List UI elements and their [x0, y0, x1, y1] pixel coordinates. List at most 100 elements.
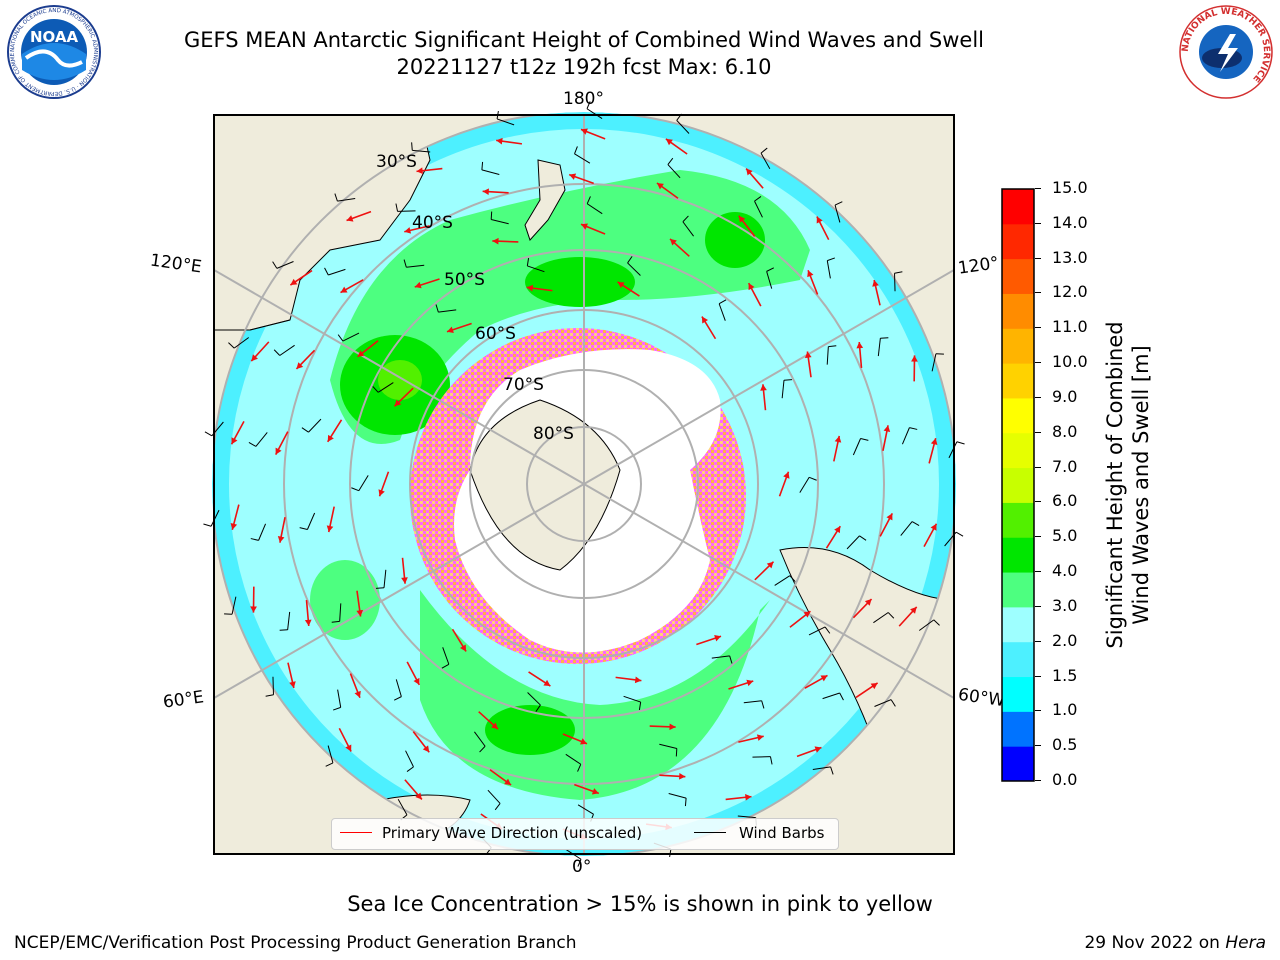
wind-barb-feather	[718, 299, 727, 305]
wave-direction-arrowhead	[883, 425, 891, 433]
wind-barb-feather	[479, 745, 486, 753]
wind-barb-staff	[846, 535, 860, 550]
wind-barb-staff	[623, 695, 641, 703]
wave-direction-arrowhead	[670, 238, 677, 246]
wave-direction-arrowhead	[446, 326, 454, 333]
wave-direction-arrowhead	[569, 173, 577, 180]
wind-barb-staff	[834, 204, 841, 223]
colorbar-tick-label: 3.0	[1052, 595, 1078, 615]
wind-barb-staff	[799, 477, 810, 493]
colorbar-tick-mark	[1035, 745, 1041, 747]
wind-barb-feather	[481, 161, 484, 170]
colorbar-tick-mark	[1035, 327, 1041, 329]
wind-barb-feather	[337, 334, 344, 342]
map-legend: Primary Wave Direction (unscaled) Wind B…	[331, 818, 839, 850]
wave-direction-arrowhead	[864, 599, 872, 606]
colorbar-tick-mark	[1035, 292, 1041, 294]
wind-barb-feather	[535, 704, 541, 712]
wind-barb-staff	[487, 789, 501, 804]
wind-barb-feather	[203, 523, 212, 527]
colorbar-segment	[1002, 328, 1034, 364]
colorbar-tick-label: 12.0	[1052, 282, 1088, 302]
wave-direction-arrowhead	[304, 619, 312, 626]
colorbar-tick-label: 13.0	[1052, 247, 1088, 267]
wind-barb-feather	[372, 386, 379, 393]
legend-label-wave-direction: Primary Wave Direction (unscaled)	[382, 824, 643, 842]
wind-barb-staff	[918, 619, 935, 631]
wave-direction-arrowhead	[416, 167, 423, 175]
chart-subtitle: 20221127 t12z 192h fcst Max: 6.10	[396, 55, 772, 79]
wind-barb-staff	[718, 303, 726, 321]
colorbar-segment	[1002, 502, 1034, 538]
land-new-zealand	[524, 159, 566, 241]
wind-barb-feather	[574, 146, 578, 155]
wind-barb-feather	[577, 859, 582, 867]
wind-barb-staff	[826, 346, 829, 365]
wind-barb-feather	[769, 756, 773, 765]
colorbar-segment	[1002, 641, 1034, 678]
wind-barb-feather	[490, 211, 493, 220]
colorbar-tick-label: 15.0	[1052, 178, 1088, 197]
wave-direction-arrowhead	[930, 438, 938, 446]
wind-barb-staff	[383, 569, 387, 588]
wind-barb-feather	[860, 438, 869, 441]
wind-barb-staff	[743, 700, 762, 704]
wave-direction-arrowhead	[290, 278, 298, 286]
wind-barb-feather	[333, 706, 341, 711]
colorbar-segment	[1002, 676, 1034, 712]
wave-direction-arrowhead	[820, 675, 828, 682]
colorbar-tick-label: 4.0	[1052, 561, 1078, 581]
colorbar-tick-label: 1.5	[1052, 665, 1078, 685]
wind-barb-staff	[711, 655, 730, 659]
coast-australia-edge	[214, 319, 291, 331]
wind-barb-feather	[273, 349, 281, 356]
wave-direction-arrowhead	[526, 284, 534, 292]
wave-direction-arrowhead	[346, 215, 354, 222]
wind-barb-staff	[287, 611, 291, 630]
wind-barb-staff	[852, 438, 862, 456]
wave-direction-arrowhead	[701, 316, 708, 324]
colorbar-tick-mark	[1035, 257, 1041, 259]
wind-barb-feather	[375, 587, 385, 589]
wind-barb-feather	[638, 701, 642, 711]
colorbar-tick-mark	[1035, 396, 1041, 398]
wave-direction-arrowhead	[415, 792, 422, 800]
wind-barb-feather	[494, 803, 501, 811]
wave-direction-arrowhead	[543, 679, 551, 687]
wave-band-3-west	[310, 560, 380, 640]
wind-barb-staff	[342, 332, 360, 342]
wave-direction-arrowhead	[617, 281, 625, 289]
wind-barb-staff	[276, 261, 294, 269]
wind-barb-feather	[265, 694, 274, 697]
footer-host: Hera	[1225, 933, 1266, 953]
wave-direction-arrowhead	[746, 168, 753, 176]
wave-direction-arrowhead	[580, 738, 588, 745]
wind-barb-feather	[204, 431, 213, 437]
wind-barb-staff	[231, 596, 237, 615]
lat-label-40: 40°S	[412, 213, 453, 233]
wave-direction-arrowhead	[756, 734, 764, 741]
wind-barb-feather	[586, 101, 591, 109]
wave-direction-arrowhead	[665, 138, 673, 146]
wave-direction-arrowhead	[910, 606, 917, 614]
wind-barb-staff	[527, 265, 545, 273]
wave-direction-arrowhead	[911, 355, 918, 362]
wind-barb-staff	[496, 118, 515, 126]
wave-direction-arrowhead	[277, 535, 285, 543]
wave-direction-arrowhead	[251, 354, 258, 362]
colorbar-segment	[1002, 432, 1034, 469]
wind-barb-feather	[395, 203, 399, 212]
wave-band-4-b	[525, 257, 635, 307]
wind-barb-staff	[337, 689, 342, 708]
wind-barb-staff	[760, 152, 771, 170]
wind-barb-feather	[324, 267, 329, 276]
wind-barb-feather	[586, 196, 591, 204]
wind-barb-staff	[901, 427, 910, 445]
colorbar-tick-label: 5.0	[1052, 526, 1078, 546]
wind-barb-staff	[781, 380, 785, 399]
colorbar-tick-label: 14.0	[1052, 212, 1088, 232]
wind-barb-feather	[890, 699, 896, 707]
wind-barb-staff	[565, 753, 582, 765]
colorbar-tick-label: 7.0	[1052, 456, 1078, 476]
